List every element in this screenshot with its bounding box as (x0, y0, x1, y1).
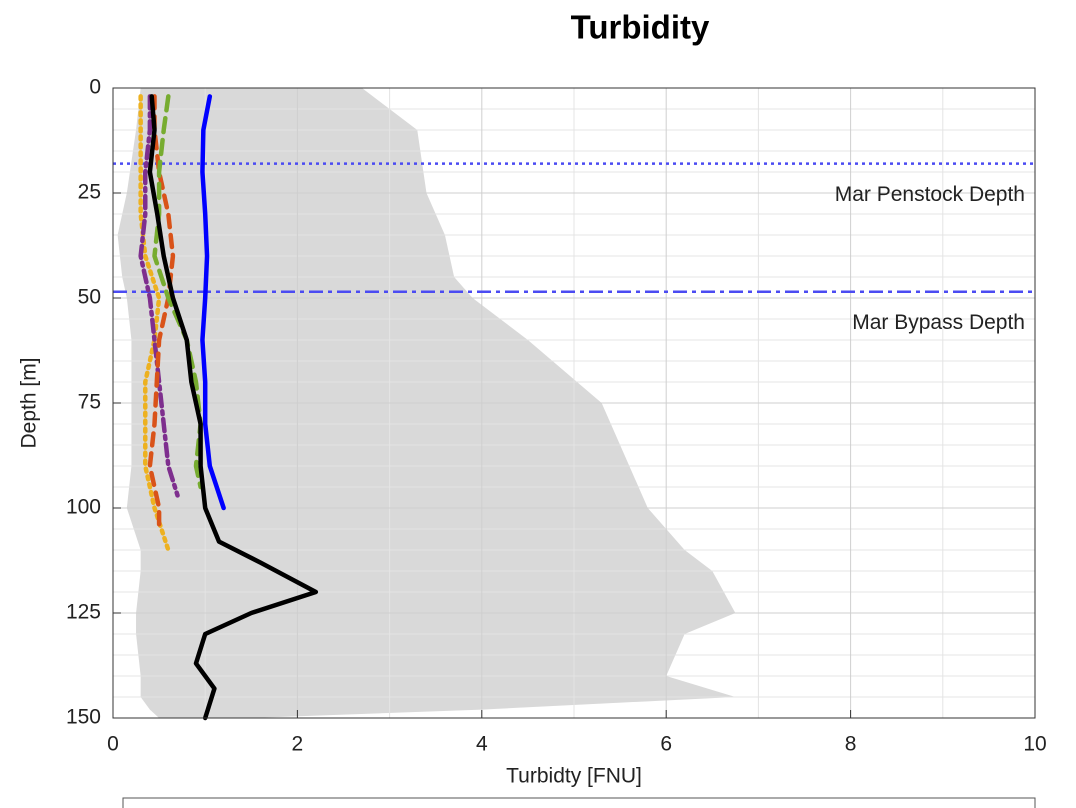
x-tick-label: 4 (476, 733, 488, 756)
y-tick-label: 125 (66, 601, 101, 624)
profile-line (138, 94, 180, 498)
x-axis-label: Turbidty [FNU] (506, 765, 642, 788)
profile-line (138, 94, 171, 553)
x-tick-label: 2 (292, 733, 304, 756)
y-tick-label: 25 (78, 181, 101, 204)
y-tick-label: 75 (78, 391, 101, 414)
y-axis-label: Depth [m] (18, 357, 41, 448)
plot-border (112, 87, 1036, 719)
reference-label: Mar Bypass Depth (852, 311, 1025, 334)
y-tick-label: 50 (78, 286, 101, 309)
y-tick-label: 100 (66, 496, 101, 519)
reference-label: Mar Penstock Depth (835, 183, 1025, 206)
x-tick-label: 0 (107, 733, 119, 756)
x-tick-label: 6 (660, 733, 672, 756)
profile-line (200, 94, 226, 511)
profile-line (147, 94, 319, 721)
legend-box (122, 797, 1036, 808)
x-tick-label: 10 (1023, 733, 1046, 756)
x-tick-label: 8 (845, 733, 857, 756)
chart-title: Turbidity (571, 9, 710, 46)
y-tick-label: 150 (66, 706, 101, 729)
y-tick-label: 0 (89, 76, 101, 99)
